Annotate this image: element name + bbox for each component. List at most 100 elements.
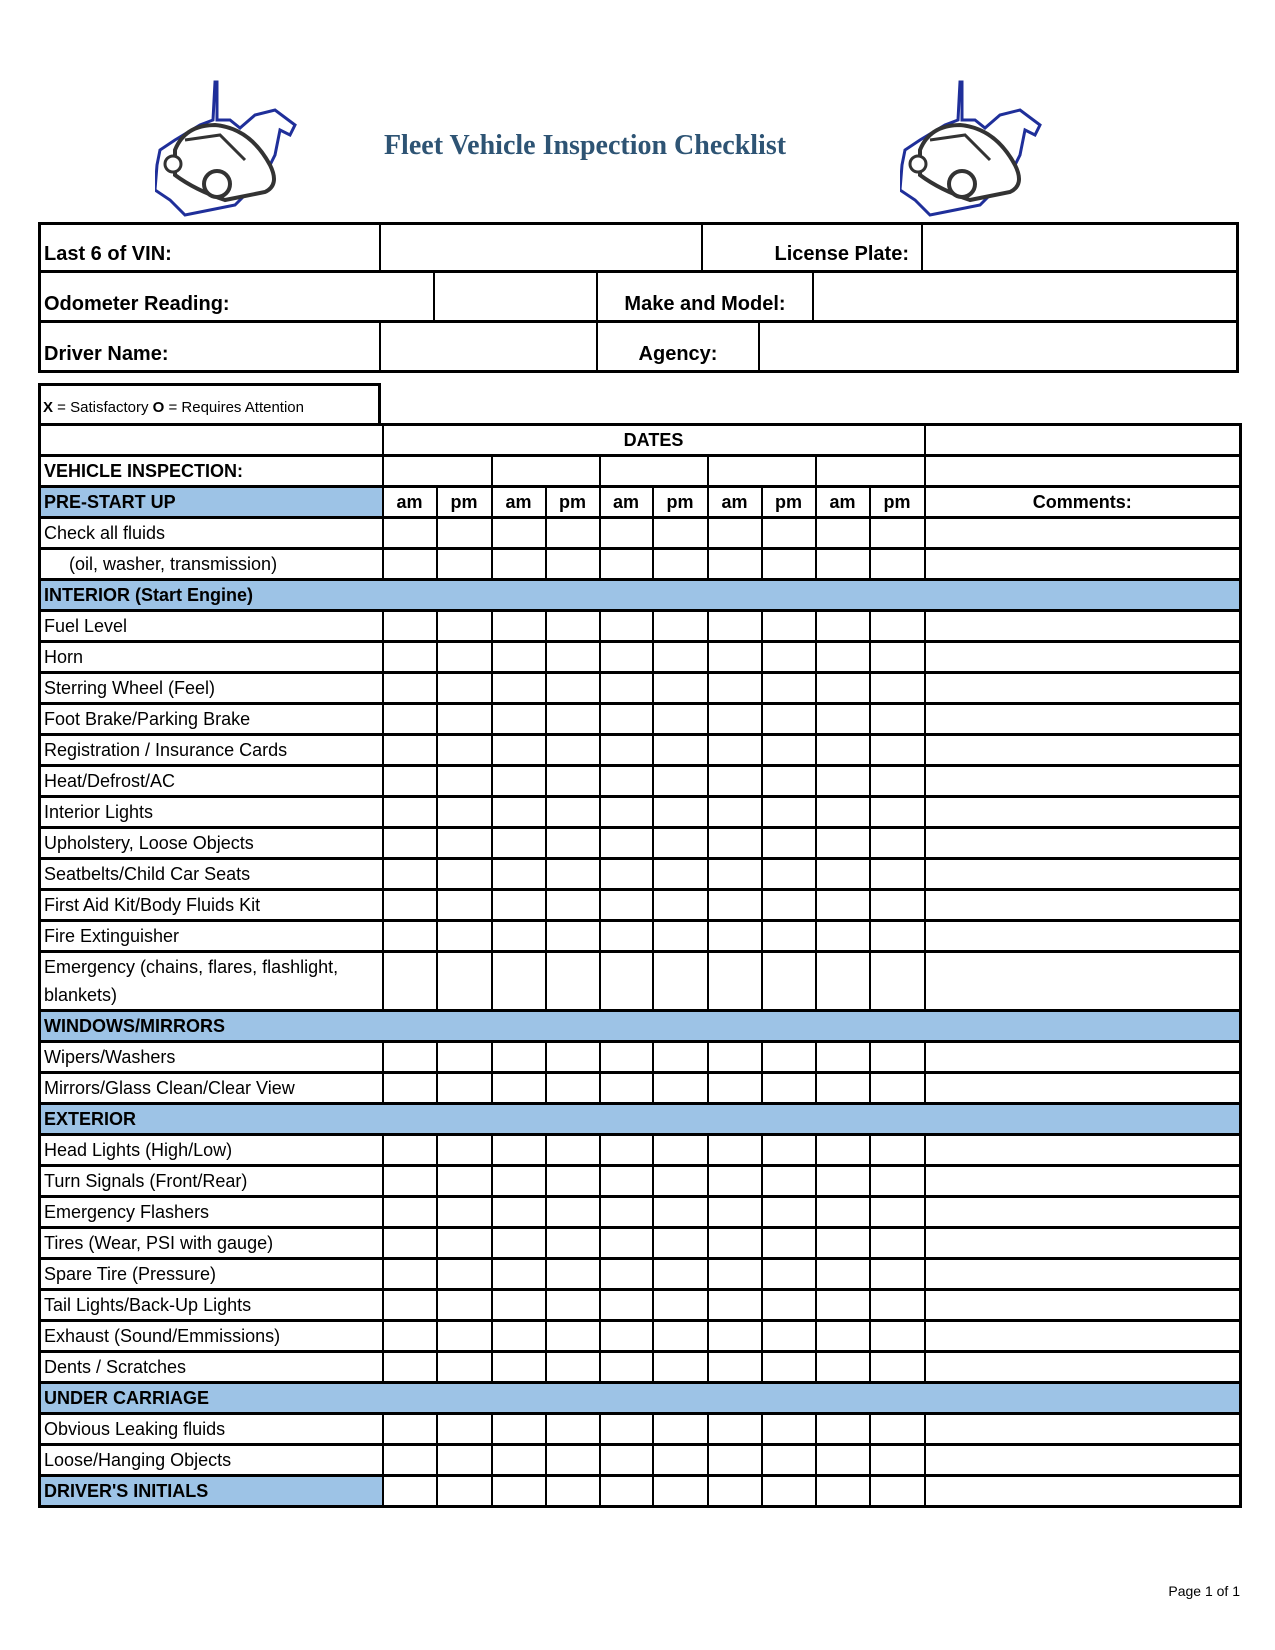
- check-cell[interactable]: [598, 1350, 654, 1384]
- check-cell[interactable]: [868, 1474, 926, 1508]
- check-cell[interactable]: [868, 1226, 926, 1260]
- check-cell[interactable]: [435, 733, 493, 767]
- check-cell[interactable]: [814, 1350, 871, 1384]
- check-cell[interactable]: [490, 733, 547, 767]
- comments-cell[interactable]: [923, 1443, 1242, 1477]
- check-cell[interactable]: [435, 764, 493, 798]
- check-cell[interactable]: [814, 547, 871, 581]
- check-cell[interactable]: [381, 640, 438, 674]
- check-cell[interactable]: [651, 1319, 709, 1353]
- check-cell[interactable]: [598, 609, 654, 643]
- check-cell[interactable]: [706, 826, 763, 860]
- check-cell[interactable]: [598, 733, 654, 767]
- check-cell[interactable]: [760, 1319, 817, 1353]
- check-cell[interactable]: [435, 857, 493, 891]
- check-cell[interactable]: [435, 547, 493, 581]
- comments-cell[interactable]: [923, 640, 1242, 674]
- check-cell[interactable]: [435, 919, 493, 953]
- check-cell[interactable]: [490, 1071, 547, 1105]
- check-cell[interactable]: [706, 516, 763, 550]
- comments-cell[interactable]: [923, 1319, 1242, 1353]
- comments-cell[interactable]: [923, 826, 1242, 860]
- check-cell[interactable]: [651, 1257, 709, 1291]
- check-cell[interactable]: [435, 1412, 493, 1446]
- check-cell[interactable]: [381, 702, 438, 736]
- check-cell[interactable]: [381, 1474, 438, 1508]
- check-cell[interactable]: [381, 826, 438, 860]
- check-cell[interactable]: [490, 547, 547, 581]
- check-cell[interactable]: [598, 1226, 654, 1260]
- check-cell[interactable]: [814, 1164, 871, 1198]
- vin-field[interactable]: [381, 225, 703, 270]
- check-cell[interactable]: [706, 1412, 763, 1446]
- check-cell[interactable]: [760, 1412, 817, 1446]
- check-cell[interactable]: [814, 1133, 871, 1167]
- check-cell[interactable]: [868, 857, 926, 891]
- check-cell[interactable]: [435, 888, 493, 922]
- driver-name-field[interactable]: [381, 323, 598, 370]
- check-cell[interactable]: [435, 1071, 493, 1105]
- check-cell[interactable]: [760, 857, 817, 891]
- check-cell[interactable]: [651, 1164, 709, 1198]
- check-cell[interactable]: [598, 950, 654, 1012]
- check-cell[interactable]: [814, 702, 871, 736]
- date-field[interactable]: [490, 454, 601, 488]
- check-cell[interactable]: [814, 733, 871, 767]
- check-cell[interactable]: [435, 1257, 493, 1291]
- check-cell[interactable]: [598, 919, 654, 953]
- check-cell[interactable]: [706, 795, 763, 829]
- check-cell[interactable]: [598, 1133, 654, 1167]
- check-cell[interactable]: [868, 1257, 926, 1291]
- comments-cell[interactable]: [923, 547, 1242, 581]
- check-cell[interactable]: [544, 1288, 601, 1322]
- check-cell[interactable]: [544, 733, 601, 767]
- check-cell[interactable]: [760, 1133, 817, 1167]
- check-cell[interactable]: [706, 888, 763, 922]
- check-cell[interactable]: [435, 1226, 493, 1260]
- check-cell[interactable]: [814, 1443, 871, 1477]
- check-cell[interactable]: [651, 1350, 709, 1384]
- check-cell[interactable]: [651, 1474, 709, 1508]
- check-cell[interactable]: [651, 1040, 709, 1074]
- check-cell[interactable]: [598, 1474, 654, 1508]
- check-cell[interactable]: [706, 1257, 763, 1291]
- check-cell[interactable]: [651, 702, 709, 736]
- check-cell[interactable]: [814, 1319, 871, 1353]
- check-cell[interactable]: [490, 1474, 547, 1508]
- check-cell[interactable]: [381, 1412, 438, 1446]
- check-cell[interactable]: [760, 671, 817, 705]
- check-cell[interactable]: [706, 857, 763, 891]
- check-cell[interactable]: [706, 764, 763, 798]
- date-field[interactable]: [381, 454, 493, 488]
- check-cell[interactable]: [706, 1288, 763, 1322]
- comments-cell[interactable]: [923, 1257, 1242, 1291]
- comments-cell[interactable]: [923, 1288, 1242, 1322]
- check-cell[interactable]: [435, 516, 493, 550]
- check-cell[interactable]: [760, 733, 817, 767]
- check-cell[interactable]: [760, 1195, 817, 1229]
- check-cell[interactable]: [868, 702, 926, 736]
- check-cell[interactable]: [490, 826, 547, 860]
- check-cell[interactable]: [381, 1350, 438, 1384]
- comments-cell[interactable]: [923, 733, 1242, 767]
- check-cell[interactable]: [598, 888, 654, 922]
- check-cell[interactable]: [381, 1040, 438, 1074]
- check-cell[interactable]: [814, 826, 871, 860]
- check-cell[interactable]: [651, 671, 709, 705]
- check-cell[interactable]: [490, 950, 547, 1012]
- check-cell[interactable]: [814, 919, 871, 953]
- comments-cell[interactable]: [923, 1071, 1242, 1105]
- check-cell[interactable]: [490, 1443, 547, 1477]
- check-cell[interactable]: [868, 1443, 926, 1477]
- check-cell[interactable]: [760, 826, 817, 860]
- check-cell[interactable]: [598, 702, 654, 736]
- check-cell[interactable]: [381, 1133, 438, 1167]
- comments-cell[interactable]: [923, 609, 1242, 643]
- check-cell[interactable]: [814, 1226, 871, 1260]
- check-cell[interactable]: [490, 1195, 547, 1229]
- license-plate-field[interactable]: [923, 225, 1236, 270]
- check-cell[interactable]: [435, 671, 493, 705]
- check-cell[interactable]: [544, 1350, 601, 1384]
- check-cell[interactable]: [598, 1195, 654, 1229]
- check-cell[interactable]: [435, 1164, 493, 1198]
